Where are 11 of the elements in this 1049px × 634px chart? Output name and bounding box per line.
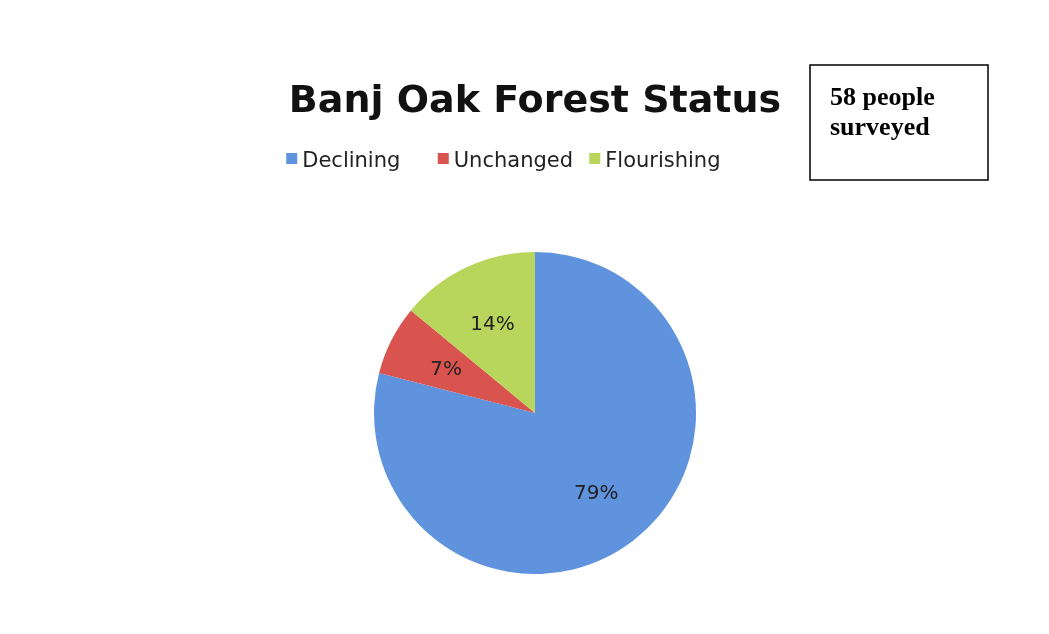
pie-slice xyxy=(379,310,535,413)
legend-label: Unchanged xyxy=(453,148,574,172)
pie-slice xyxy=(374,252,696,574)
legend-label: Declining xyxy=(302,148,401,172)
text: 58 people surveyed xyxy=(830,82,935,141)
data-label: 79% xyxy=(573,479,619,504)
legend-label: Flourishing xyxy=(605,148,721,172)
pie-slice xyxy=(410,252,535,413)
data-label: 14% xyxy=(470,310,515,335)
data-label: 7% xyxy=(430,355,462,380)
chart-title: Banj Oak Forest Status xyxy=(288,77,782,121)
